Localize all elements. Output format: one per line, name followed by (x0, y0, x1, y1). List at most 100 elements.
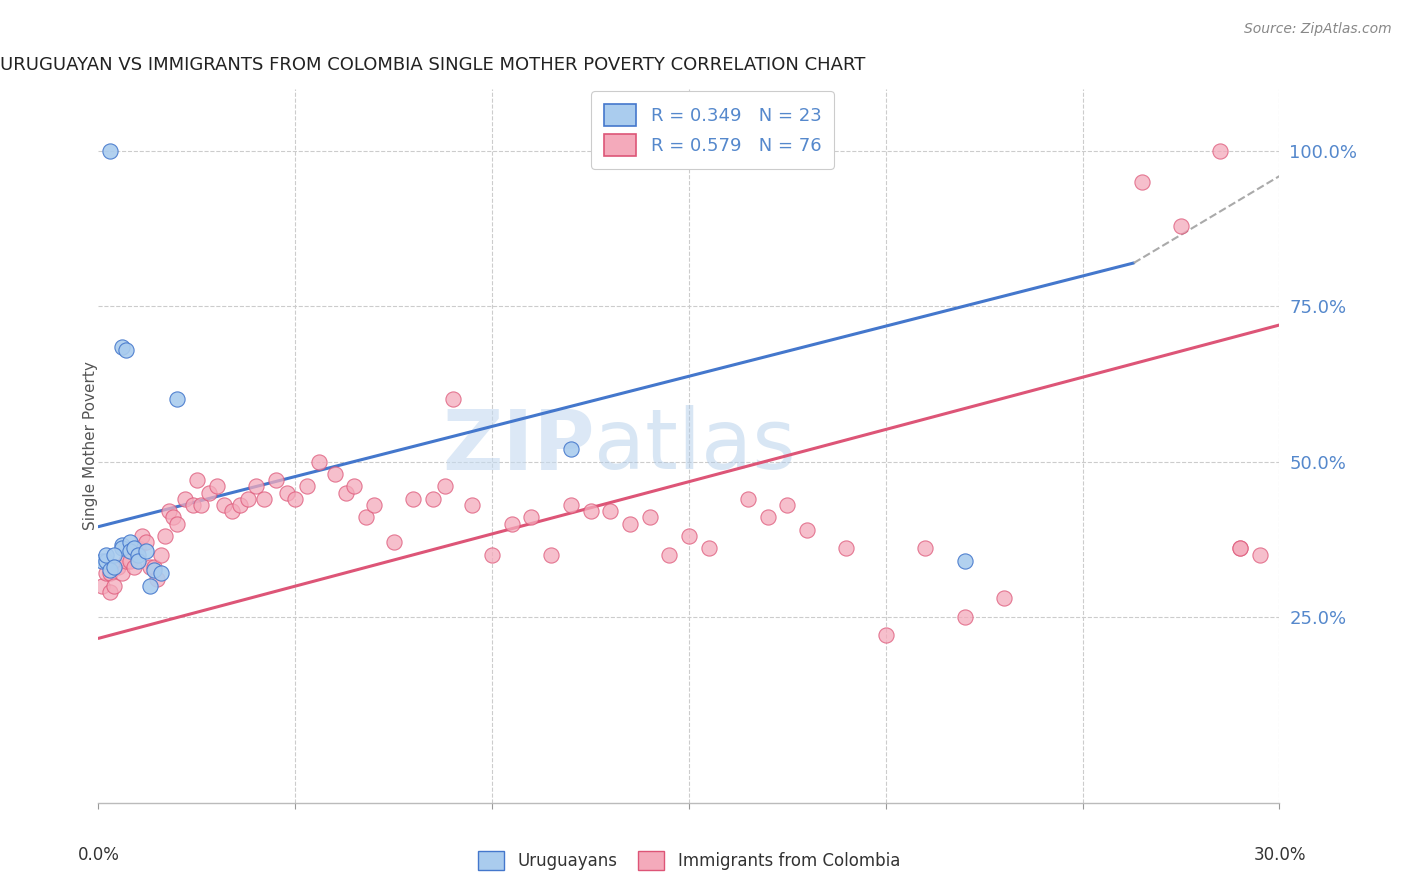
Point (914, 541, 936, 556)
Point (343, 479, 366, 493)
Point (441, 392, 464, 407)
Point (737, 491, 759, 506)
Point (295, 479, 318, 493)
Text: 0.0%: 0.0% (77, 847, 120, 864)
Point (953, 609, 976, 624)
Point (111, 566, 134, 581)
Point (96, 548, 118, 562)
Point (205, 479, 228, 493)
Point (560, 442, 582, 456)
Point (138, 579, 160, 593)
Point (91, 554, 114, 568)
Point (402, 491, 425, 506)
Point (835, 541, 858, 556)
Point (127, 541, 149, 556)
Point (540, 548, 562, 562)
Point (875, 628, 897, 642)
Point (599, 504, 621, 518)
Point (501, 516, 523, 531)
Point (229, 498, 252, 512)
Point (186, 473, 208, 487)
Point (1229, 541, 1251, 556)
Point (221, 504, 243, 518)
Point (98, 584, 121, 599)
Point (354, 510, 377, 524)
Point (98, 145, 121, 159)
Point (481, 548, 503, 562)
Text: 30.0%: 30.0% (1253, 847, 1306, 864)
Point (236, 491, 259, 506)
Point (638, 510, 661, 524)
Point (166, 516, 188, 531)
Point (150, 566, 173, 581)
Point (756, 510, 779, 524)
Point (157, 504, 180, 518)
Point (422, 491, 444, 506)
Point (91, 579, 114, 593)
Point (433, 479, 456, 493)
Point (118, 544, 141, 558)
Point (796, 523, 818, 537)
Point (619, 516, 641, 531)
Point (135, 544, 157, 558)
Point (115, 554, 138, 568)
Point (162, 510, 184, 524)
Text: URUGUAYAN VS IMMIGRANTS FROM COLOMBIA SINGLE MOTHER POVERTY CORRELATION CHART: URUGUAYAN VS IMMIGRANTS FROM COLOMBIA SI… (0, 56, 865, 74)
Y-axis label: Single Mother Poverty: Single Mother Poverty (83, 361, 97, 531)
Point (1249, 548, 1271, 562)
Point (103, 548, 125, 562)
Point (127, 548, 149, 562)
Point (276, 485, 298, 500)
Point (135, 535, 157, 549)
Point (776, 498, 799, 512)
Point (190, 498, 212, 512)
Text: ZIP: ZIP (441, 406, 595, 486)
Point (697, 541, 720, 556)
Point (335, 485, 357, 500)
Point (1229, 541, 1251, 556)
Point (122, 541, 145, 556)
Point (181, 498, 204, 512)
Point (107, 560, 129, 574)
Point (98, 563, 121, 577)
Point (122, 560, 145, 574)
Point (103, 579, 125, 593)
Point (174, 491, 197, 506)
Point (127, 554, 149, 568)
Point (197, 485, 219, 500)
Point (245, 479, 267, 493)
Point (953, 554, 976, 568)
Point (520, 510, 543, 524)
Point (214, 498, 236, 512)
Point (308, 454, 330, 468)
Point (579, 504, 602, 518)
Point (115, 343, 138, 357)
Point (150, 548, 173, 562)
Point (155, 529, 177, 543)
Point (103, 560, 125, 574)
Point (993, 591, 1015, 605)
Point (284, 491, 307, 506)
Point (323, 467, 346, 481)
Point (264, 473, 287, 487)
Point (118, 554, 141, 568)
Point (678, 529, 700, 543)
Point (111, 340, 134, 354)
Point (560, 498, 582, 512)
Point (146, 573, 169, 587)
Point (96, 566, 118, 581)
Point (96, 554, 118, 568)
Point (363, 498, 385, 512)
Point (142, 563, 165, 577)
Legend: Uruguayans, Immigrants from Colombia: Uruguayans, Immigrants from Colombia (471, 844, 907, 877)
Point (111, 541, 134, 556)
Point (658, 548, 681, 562)
Point (142, 560, 165, 574)
Point (1209, 145, 1232, 159)
Point (1170, 219, 1192, 233)
Text: atlas: atlas (595, 406, 796, 486)
Point (138, 560, 160, 574)
Point (382, 535, 405, 549)
Point (461, 498, 484, 512)
Point (118, 535, 141, 549)
